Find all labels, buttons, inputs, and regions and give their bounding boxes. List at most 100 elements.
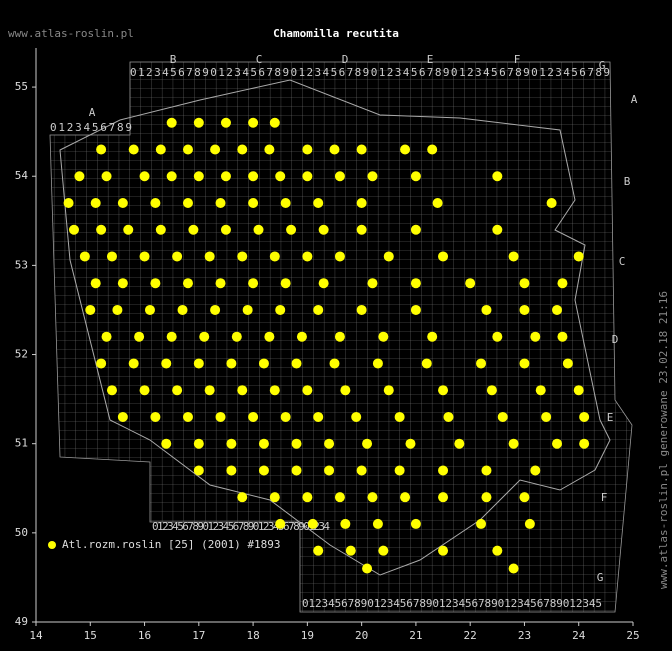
occurrence-dot: [508, 563, 519, 574]
occurrence-dot: [302, 171, 313, 182]
occurrence-dot: [150, 411, 161, 422]
occurrence-dot: [204, 251, 215, 262]
column-letter: G: [599, 59, 606, 72]
occurrence-dot: [220, 224, 231, 235]
occurrence-dot: [313, 545, 324, 556]
occurrence-dot: [362, 563, 373, 574]
y-tick-label: 52: [15, 348, 28, 361]
occurrence-dot: [264, 144, 275, 155]
occurrence-dot: [226, 358, 237, 369]
occurrence-dot: [193, 358, 204, 369]
row-letter: B: [624, 175, 631, 188]
y-tick-label: 50: [15, 526, 28, 539]
occurrence-dot: [237, 492, 248, 503]
occurrence-dot: [188, 224, 199, 235]
occurrence-dot: [329, 144, 340, 155]
occurrence-dot: [573, 385, 584, 396]
credit: www.atlas-roslin.pl generowane 23.02.18 …: [657, 291, 670, 589]
x-tick-label: 19: [301, 629, 314, 642]
occurrence-dot: [438, 492, 449, 503]
occurrence-dot: [210, 304, 221, 315]
x-tick-label: 16: [138, 629, 151, 642]
occurrence-dot: [438, 465, 449, 476]
occurrence-dot: [193, 117, 204, 128]
occurrence-dot: [117, 278, 128, 289]
occurrence-dot: [345, 545, 356, 556]
occurrence-dot: [367, 278, 378, 289]
occurrence-dot: [166, 331, 177, 342]
occurrence-dot: [96, 358, 107, 369]
row-letter: F: [601, 491, 608, 504]
occurrence-dot: [573, 251, 584, 262]
occurrence-dot: [524, 518, 535, 529]
row-letter: E: [607, 411, 614, 424]
occurrence-dot: [253, 224, 264, 235]
occurrence-dot: [215, 197, 226, 208]
occurrence-dot: [302, 251, 313, 262]
occurrence-dot: [220, 171, 231, 182]
occurrence-dot: [443, 411, 454, 422]
occurrence-dot: [74, 171, 85, 182]
occurrence-dot: [519, 278, 530, 289]
occurrence-dot: [248, 197, 259, 208]
occurrence-dot: [541, 411, 552, 422]
occurrence-dot: [410, 304, 421, 315]
occurrence-dot: [248, 278, 259, 289]
occurrence-dot: [530, 465, 541, 476]
column-letter: E: [427, 53, 434, 66]
occurrence-dot: [291, 465, 302, 476]
occurrence-dot: [193, 438, 204, 449]
occurrence-dot: [481, 304, 492, 315]
occurrence-dot: [372, 518, 383, 529]
occurrence-dot: [356, 197, 367, 208]
occurrence-dot: [166, 117, 177, 128]
occurrence-dot: [237, 385, 248, 396]
occurrence-dot: [215, 411, 226, 422]
occurrence-dot: [248, 411, 259, 422]
occurrence-dot: [367, 492, 378, 503]
occurrence-dot: [313, 411, 324, 422]
occurrence-dot: [519, 304, 530, 315]
occurrence-dot: [334, 492, 345, 503]
occurrence-dot: [421, 358, 432, 369]
occurrence-dot: [177, 304, 188, 315]
occurrence-dot: [318, 278, 329, 289]
occurrence-dot: [334, 331, 345, 342]
occurrence-dot: [166, 171, 177, 182]
occurrence-dot: [400, 144, 411, 155]
map-title: Chamomilla recutita: [273, 27, 399, 40]
occurrence-dot: [356, 304, 367, 315]
occurrence-dot: [492, 171, 503, 182]
column-letter: C: [256, 53, 263, 66]
legend-label: Atl.rozm.roslin [25] (2001) #1893: [62, 538, 281, 551]
occurrence-dot: [155, 144, 166, 155]
occurrence-dot: [182, 278, 193, 289]
x-tick-label: 17: [192, 629, 205, 642]
occurrence-dot: [318, 224, 329, 235]
occurrence-dot: [123, 224, 134, 235]
occurrence-dot: [362, 438, 373, 449]
occurrence-dot: [280, 411, 291, 422]
occurrence-dot: [383, 251, 394, 262]
occurrence-dot: [508, 251, 519, 262]
occurrence-dot: [134, 331, 145, 342]
y-tick-label: 51: [15, 437, 28, 450]
x-tick-label: 18: [246, 629, 259, 642]
occurrence-dot: [557, 331, 568, 342]
occurrence-dot: [68, 224, 79, 235]
row-letter: D: [612, 333, 619, 346]
occurrence-dot: [286, 224, 297, 235]
occurrence-dot: [508, 438, 519, 449]
occurrence-dot: [438, 251, 449, 262]
occurrence-dot: [63, 197, 74, 208]
occurrence-dot: [96, 144, 107, 155]
occurrence-dot: [410, 224, 421, 235]
occurrence-dot: [535, 385, 546, 396]
occurrence-dot: [356, 144, 367, 155]
occurrence-dot: [112, 304, 123, 315]
occurrence-dot: [258, 465, 269, 476]
occurrence-dot: [340, 385, 351, 396]
grid-digits: 0123456789: [50, 121, 132, 134]
occurrence-dot: [117, 411, 128, 422]
